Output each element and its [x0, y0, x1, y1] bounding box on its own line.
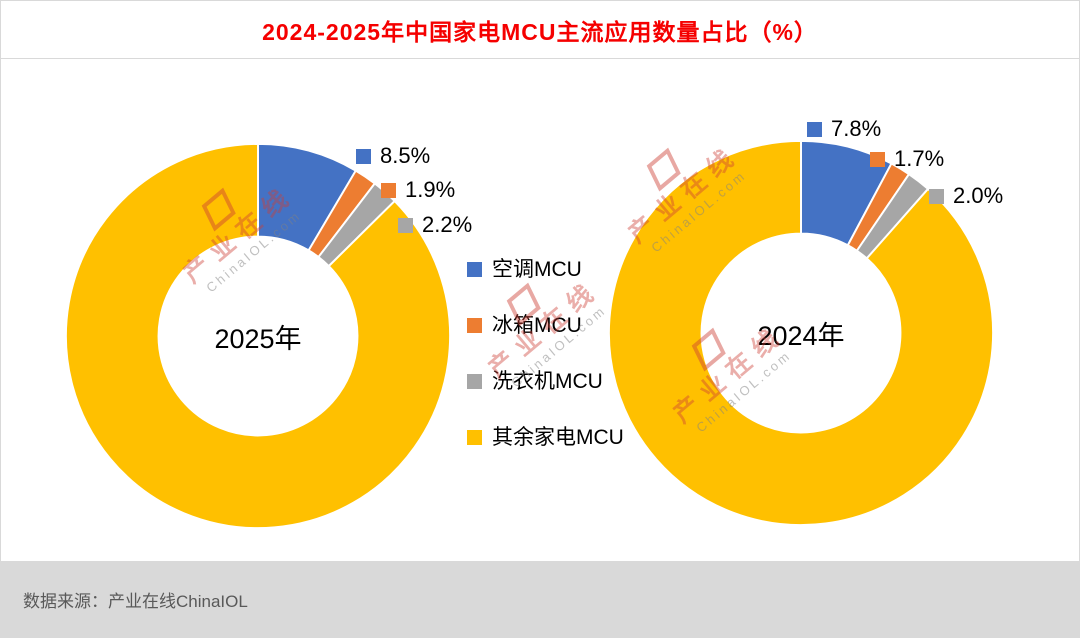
- legend-label-washer: 洗衣机MCU: [492, 370, 603, 393]
- data-source-text: 数据来源：产业在线ChinaIOL: [23, 591, 248, 611]
- callout-2025-washer: 2.2%: [398, 213, 472, 237]
- callout-swatch-washer: [929, 188, 944, 204]
- legend-swatch-aircon: [467, 262, 482, 277]
- callout-2025-fridge: 1.9%: [381, 178, 455, 202]
- callout-swatch-aircon: [356, 148, 371, 164]
- callout-2025-aircon: 8.5%: [356, 144, 430, 168]
- legend-swatch-fridge: [467, 318, 482, 333]
- donut-segment-其余家电MCU: [607, 139, 995, 526]
- legend-item-washer: 洗衣机MCU: [467, 371, 624, 392]
- legend: 空调MCU 冰箱MCU 洗衣机MCU 其余家电MCU: [467, 259, 624, 448]
- footer-bar: 数据来源：产业在线ChinaIOL: [1, 561, 1079, 637]
- callout-value-aircon: 7.8%: [831, 116, 882, 141]
- callout-value-fridge: 1.9%: [405, 177, 456, 202]
- donut-svg-2025: [64, 142, 452, 530]
- callout-2024-fridge: 1.7%: [870, 147, 944, 171]
- callout-swatch-washer: [398, 217, 413, 233]
- donut-segment-其余家电MCU: [64, 142, 452, 530]
- callout-swatch-aircon: [807, 121, 822, 137]
- callout-value-fridge: 1.7%: [894, 146, 945, 171]
- legend-swatch-other: [467, 430, 482, 445]
- legend-label-fridge: 冰箱MCU: [492, 314, 582, 337]
- page-title: 2024-2025年中国家电MCU主流应用数量占比（%）: [262, 18, 818, 45]
- callout-2024-aircon: 7.8%: [807, 117, 881, 141]
- callout-value-washer: 2.2%: [422, 212, 473, 237]
- legend-swatch-washer: [467, 374, 482, 389]
- legend-label-aircon: 空调MCU: [492, 258, 582, 281]
- callout-value-aircon: 8.5%: [380, 143, 431, 168]
- donut-svg-2024: [607, 139, 995, 526]
- callout-value-washer: 2.0%: [953, 183, 1004, 208]
- legend-item-fridge: 冰箱MCU: [467, 315, 624, 336]
- legend-item-other: 其余家电MCU: [467, 427, 624, 448]
- legend-label-other: 其余家电MCU: [492, 426, 624, 449]
- chart-area: 2025年 8.5% 1.9% 2.2% 空调MCU 冰箱MCU: [1, 60, 1079, 563]
- legend-item-aircon: 空调MCU: [467, 259, 624, 280]
- callout-2024-washer: 2.0%: [929, 184, 1003, 208]
- callout-swatch-fridge: [381, 182, 396, 198]
- callout-swatch-fridge: [870, 151, 885, 167]
- title-bar: 2024-2025年中国家电MCU主流应用数量占比（%）: [1, 1, 1079, 59]
